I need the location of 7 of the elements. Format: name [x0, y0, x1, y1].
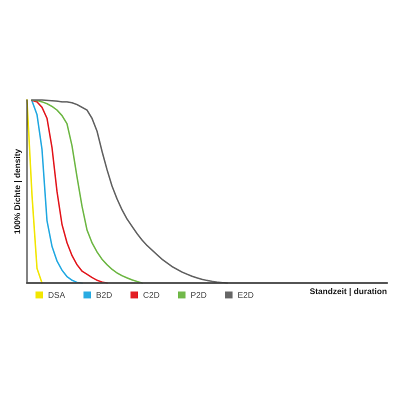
x-axis-title: Standzeit | duration: [310, 288, 386, 296]
y-axis-title: 100% Dichte | density: [14, 148, 22, 234]
legend-label: E2D: [238, 292, 254, 298]
legend-label: C2D: [143, 292, 160, 298]
legend-label: B2D: [96, 292, 112, 298]
legend-label: DSA: [48, 292, 66, 298]
legend-label: P2D: [191, 292, 206, 298]
